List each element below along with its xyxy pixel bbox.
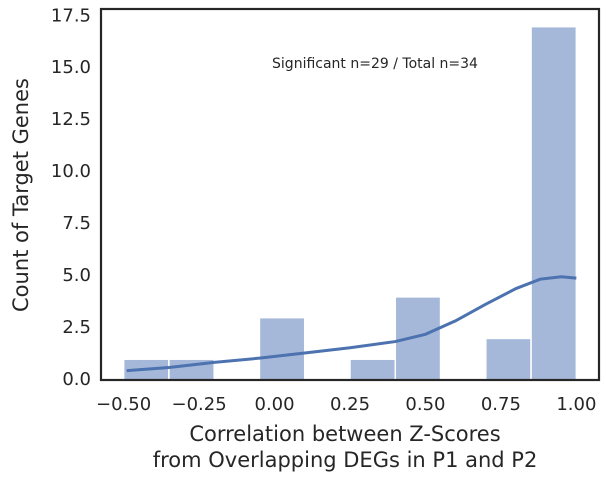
y-tick-label: 5.0: [62, 265, 91, 286]
y-tick-label: 7.5: [62, 213, 91, 234]
x-tick-label: 0.25: [330, 394, 370, 415]
x-tick-label: 0.75: [481, 394, 521, 415]
kde-line: [126, 275, 577, 373]
y-tick-label: 0.0: [62, 369, 91, 390]
y-tick-label: 10.0: [51, 161, 91, 182]
x-tick-label: 1.00: [556, 394, 596, 415]
histogram-bar: [485, 337, 532, 381]
x-tick-label: −0.50: [96, 394, 151, 415]
plot-frame: [99, 7, 601, 382]
y-axis-label: Count of Target Genes: [9, 78, 33, 312]
y-tick-label: 2.5: [62, 317, 91, 338]
histogram-bar: [530, 25, 578, 381]
annotation: Significant n=29 / Total n=34: [272, 56, 478, 72]
y-tick-label: 17.5: [51, 5, 91, 26]
histogram-bar: [258, 316, 306, 381]
y-tick-label: 12.5: [51, 109, 91, 130]
histogram-bar: [349, 358, 397, 381]
x-axis-label: Correlation between Z-Scores: [189, 422, 500, 446]
x-tick-label: 0.00: [255, 394, 295, 415]
x-tick-label: −0.25: [172, 394, 227, 415]
x-tick-label: 0.50: [405, 394, 445, 415]
x-axis-label: from Overlapping DEGs in P1 and P2: [153, 448, 538, 472]
y-tick-label: 15.0: [51, 57, 91, 78]
